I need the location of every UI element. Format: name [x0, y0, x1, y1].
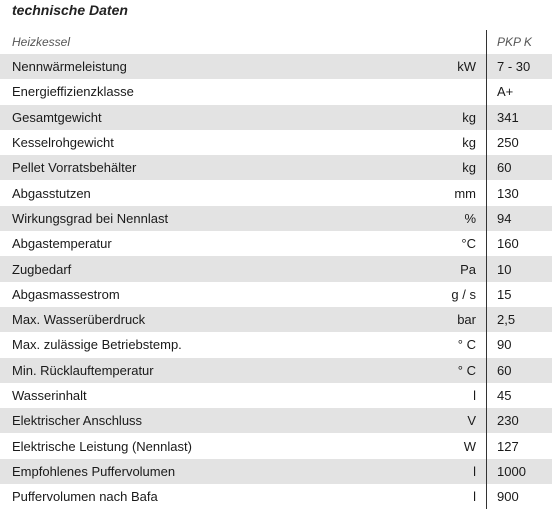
page-title: technische Daten: [12, 2, 128, 18]
row-value: 160: [497, 236, 519, 252]
row-label: Gesamtgewicht: [12, 109, 102, 125]
header-model: PKP K: [497, 35, 532, 49]
table-row: Gesamtgewicht kg 341: [0, 104, 552, 130]
row-value: 1000: [497, 463, 526, 479]
row-value: 94: [497, 210, 512, 226]
table-row: Empfohlenes Puffervolumen l 1000: [0, 458, 552, 485]
row-value: 230: [497, 413, 519, 429]
table-row: Abgastemperatur °C 160: [0, 231, 552, 256]
row-value: 250: [497, 135, 519, 151]
table-row: Elektrischer Anschluss V 230: [0, 408, 552, 434]
row-value: A+: [497, 84, 514, 100]
row-label: Wasserinhalt: [12, 388, 87, 403]
row-value: 10: [497, 261, 512, 277]
row-unit: l: [473, 463, 476, 479]
table-row: Wirkungsgrad bei Nennlast % 94: [0, 205, 552, 232]
column-divider: [486, 30, 487, 509]
table-row: Puffervolumen nach Bafa l 900: [0, 484, 552, 509]
row-value: 2,5: [497, 312, 516, 328]
header-label: Heizkessel: [12, 35, 71, 49]
row-unit: g / s: [451, 286, 476, 302]
row-value: 60: [497, 160, 512, 176]
spec-table: Heizkessel PKP K Nennwärmeleistung kW 7 …: [0, 30, 552, 509]
row-unit: bar: [457, 312, 476, 328]
row-unit: l: [473, 388, 476, 403]
row-unit: kg: [462, 160, 476, 176]
row-label: Max. Wasserüberdruck: [12, 312, 146, 328]
row-unit: °C: [461, 236, 476, 252]
table-row: Max. Wasserüberdruck bar 2,5: [0, 306, 552, 333]
row-unit: [416, 79, 476, 104]
row-value: 60: [497, 362, 512, 378]
table-row: Min. Rücklauftemperatur ° C 60: [0, 357, 552, 383]
row-label: Nennwärmeleistung: [12, 59, 127, 75]
table-row: Abgasmassestrom g / s 15: [0, 282, 552, 307]
table-row: Wasserinhalt l 45: [0, 383, 552, 408]
row-label: Kesselrohgewicht: [12, 135, 114, 151]
row-label: Zugbedarf: [12, 261, 72, 277]
table-row: Energieffizienzklasse A+: [0, 79, 552, 104]
row-label: Abgasstutzen: [12, 185, 91, 201]
row-value: 130: [497, 185, 519, 201]
table-row: Abgasstutzen mm 130: [0, 180, 552, 205]
row-value: 90: [497, 337, 512, 353]
table-row: Nennwärmeleistung kW 7 - 30: [0, 54, 552, 80]
row-unit: kg: [462, 135, 476, 151]
row-label: Elektrischer Anschluss: [12, 413, 143, 429]
row-label: Elektrische Leistung (Nennlast): [12, 438, 192, 454]
table-row: Zugbedarf Pa 10: [0, 256, 552, 282]
table-row: Elektrische Leistung (Nennlast) W 127: [0, 433, 552, 458]
row-unit: W: [463, 438, 476, 454]
row-unit: ° C: [457, 362, 476, 378]
row-value: 15: [497, 286, 512, 302]
row-unit: kW: [457, 59, 476, 75]
row-unit: kg: [462, 109, 476, 125]
row-unit: Pa: [460, 261, 476, 277]
row-label: Abgastemperatur: [12, 236, 112, 252]
row-unit: mm: [454, 185, 476, 201]
row-value: 341: [497, 109, 519, 125]
row-label: Puffervolumen nach Bafa: [12, 489, 158, 505]
row-unit: l: [473, 489, 476, 505]
row-value: 900: [497, 489, 519, 505]
row-value: 45: [497, 388, 512, 403]
row-unit: ° C: [457, 337, 476, 353]
row-label: Empfohlenes Puffervolumen: [12, 463, 176, 479]
row-label: Min. Rücklauftemperatur: [12, 362, 154, 378]
table-row: Kesselrohgewicht kg 250: [0, 130, 552, 155]
table-row: Pellet Vorratsbehälter kg 60: [0, 155, 552, 181]
row-label: Pellet Vorratsbehälter: [12, 160, 137, 176]
row-value: 7 - 30: [497, 59, 531, 75]
row-label: Max. zulässige Betriebstemp.: [12, 337, 182, 353]
row-label: Wirkungsgrad bei Nennlast: [12, 210, 169, 226]
row-label: Abgasmassestrom: [12, 286, 120, 302]
table-header-row: Heizkessel PKP K: [0, 30, 552, 54]
row-value: 127: [497, 438, 519, 454]
row-unit: %: [464, 210, 476, 226]
row-unit: V: [467, 413, 476, 429]
row-label: Energieffizienzklasse: [12, 84, 134, 100]
table-row: Max. zulässige Betriebstemp. ° C 90: [0, 332, 552, 357]
